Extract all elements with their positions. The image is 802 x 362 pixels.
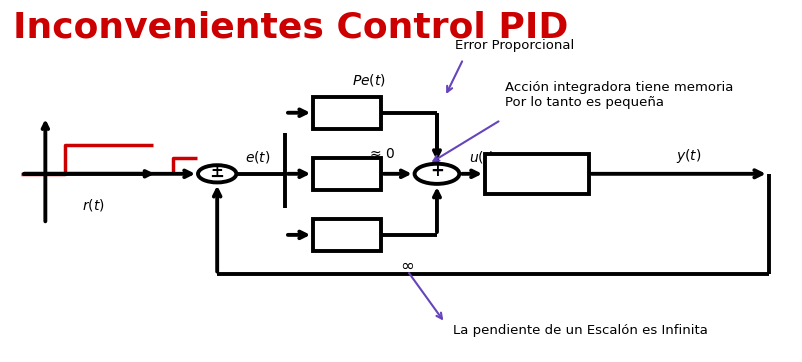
Text: $D$: $D$: [339, 226, 354, 244]
Text: Inconvenientes Control PID: Inconvenientes Control PID: [14, 10, 569, 45]
Text: +: +: [211, 163, 224, 178]
Text: $r(t)$: $r(t)$: [82, 197, 105, 213]
Text: La pendiente de un Escalón es Infinita: La pendiente de un Escalón es Infinita: [453, 324, 708, 337]
FancyBboxPatch shape: [313, 219, 381, 251]
Text: −: −: [209, 168, 225, 186]
Text: $e(t)$: $e(t)$: [245, 149, 271, 165]
Text: $u(t)$: $u(t)$: [469, 149, 495, 165]
Text: ≈ 0: ≈ 0: [370, 147, 395, 161]
Text: ∞: ∞: [400, 256, 415, 274]
Text: $y(t)$: $y(t)$: [676, 147, 702, 165]
FancyBboxPatch shape: [313, 97, 381, 129]
Text: Error Proporcional: Error Proporcional: [456, 39, 574, 52]
FancyBboxPatch shape: [485, 154, 589, 194]
Text: $P$: $P$: [341, 104, 354, 122]
Text: $Pe(t)$: $Pe(t)$: [352, 72, 386, 88]
Text: +: +: [430, 162, 444, 180]
FancyBboxPatch shape: [313, 157, 381, 190]
Text: Acción integradora tiene memoria
Por lo tanto es pequeña: Acción integradora tiene memoria Por lo …: [505, 81, 733, 109]
Text: $I$: $I$: [343, 165, 350, 183]
Text: $Proceso$: $Proceso$: [506, 166, 568, 182]
